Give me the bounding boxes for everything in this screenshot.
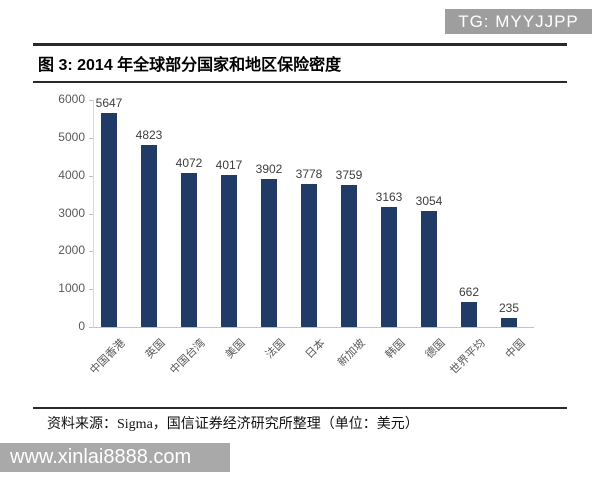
- chart-bar: [261, 179, 277, 327]
- y-axis-tick: [89, 327, 93, 328]
- chart-plot-area: [93, 100, 534, 328]
- y-axis-label: 2000: [58, 243, 85, 258]
- source-rule: [33, 407, 567, 409]
- chart-bar: [221, 175, 237, 327]
- chart-bar: [101, 113, 117, 327]
- y-axis-tick: [89, 289, 93, 291]
- chart-bar: [181, 173, 197, 327]
- y-axis-tick: [89, 100, 93, 101]
- source-note: 资料来源：Sigma，国信证券经济研究所整理（单位：美元）: [47, 417, 419, 432]
- chart-bar: [381, 207, 397, 327]
- y-axis-label: 4000: [58, 167, 85, 182]
- y-axis-label: 0: [78, 319, 85, 333]
- figure-title: 图 3: 2014 年全球部分国家和地区保险密度: [38, 57, 342, 74]
- bar-value-label: 3054: [415, 194, 443, 208]
- watermark-badge: www.xinlai8888.com: [0, 443, 230, 472]
- title-underline-rule: [33, 81, 567, 83]
- chart-bar: [501, 318, 517, 327]
- y-axis-label: 5000: [58, 129, 85, 144]
- y-axis-label: 3000: [58, 205, 85, 220]
- chart-bar: [341, 185, 357, 327]
- bar-value-label: 5647: [95, 96, 123, 110]
- y-axis-label: 1000: [58, 281, 85, 296]
- chart-bar: [301, 184, 317, 327]
- x-axis-label: 中国香港: [88, 337, 128, 377]
- telegram-badge: TG: MYYJJPP: [445, 9, 592, 34]
- y-axis-tick: [89, 137, 93, 139]
- bar-value-label: 4017: [215, 158, 243, 172]
- y-axis-tick: [89, 213, 93, 215]
- y-axis-tick: [89, 251, 93, 253]
- chart-bar: [421, 211, 437, 327]
- bar-value-label: 4072: [175, 156, 203, 170]
- top-rule: [33, 43, 567, 46]
- bar-value-label: 4823: [135, 128, 163, 142]
- bar-value-label: 662: [458, 285, 480, 299]
- chart-bar: [461, 302, 477, 327]
- bar-value-label: 235: [498, 301, 520, 315]
- chart-bar: [141, 145, 157, 327]
- bar-value-label: 3759: [335, 168, 363, 182]
- bar-value-label: 3163: [375, 190, 403, 204]
- bar-value-label: 3778: [295, 167, 323, 181]
- bar-value-label: 3902: [255, 162, 283, 176]
- y-axis-label: 6000: [58, 92, 85, 106]
- y-axis-tick: [89, 175, 93, 177]
